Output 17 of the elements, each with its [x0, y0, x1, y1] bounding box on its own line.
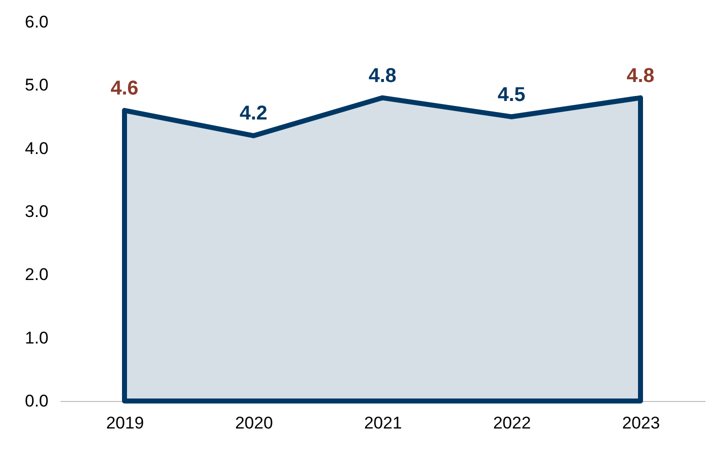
y-tick-label: 5.0: [24, 76, 48, 95]
data-label: 4.8: [626, 64, 654, 87]
x-tick-label: 2022: [493, 414, 531, 432]
x-tick-label: 2020: [235, 414, 273, 432]
x-tick-label: 2019: [106, 414, 144, 432]
y-tick-label: 3.0: [24, 202, 48, 221]
data-label: 4.5: [498, 84, 526, 106]
x-tick-label: 2023: [622, 414, 660, 432]
x-tick-label: 2021: [364, 414, 402, 432]
data-label: 4.8: [368, 64, 396, 87]
data-label: 4.6: [110, 77, 138, 100]
y-tick-label: 6.0: [24, 12, 48, 32]
y-tick-label: 0.0: [24, 392, 48, 410]
data-label: 4.2: [240, 102, 268, 125]
y-tick-label: 4.0: [24, 138, 48, 158]
y-tick-label: 2.0: [24, 265, 48, 284]
y-tick-label: 1.0: [24, 328, 48, 348]
